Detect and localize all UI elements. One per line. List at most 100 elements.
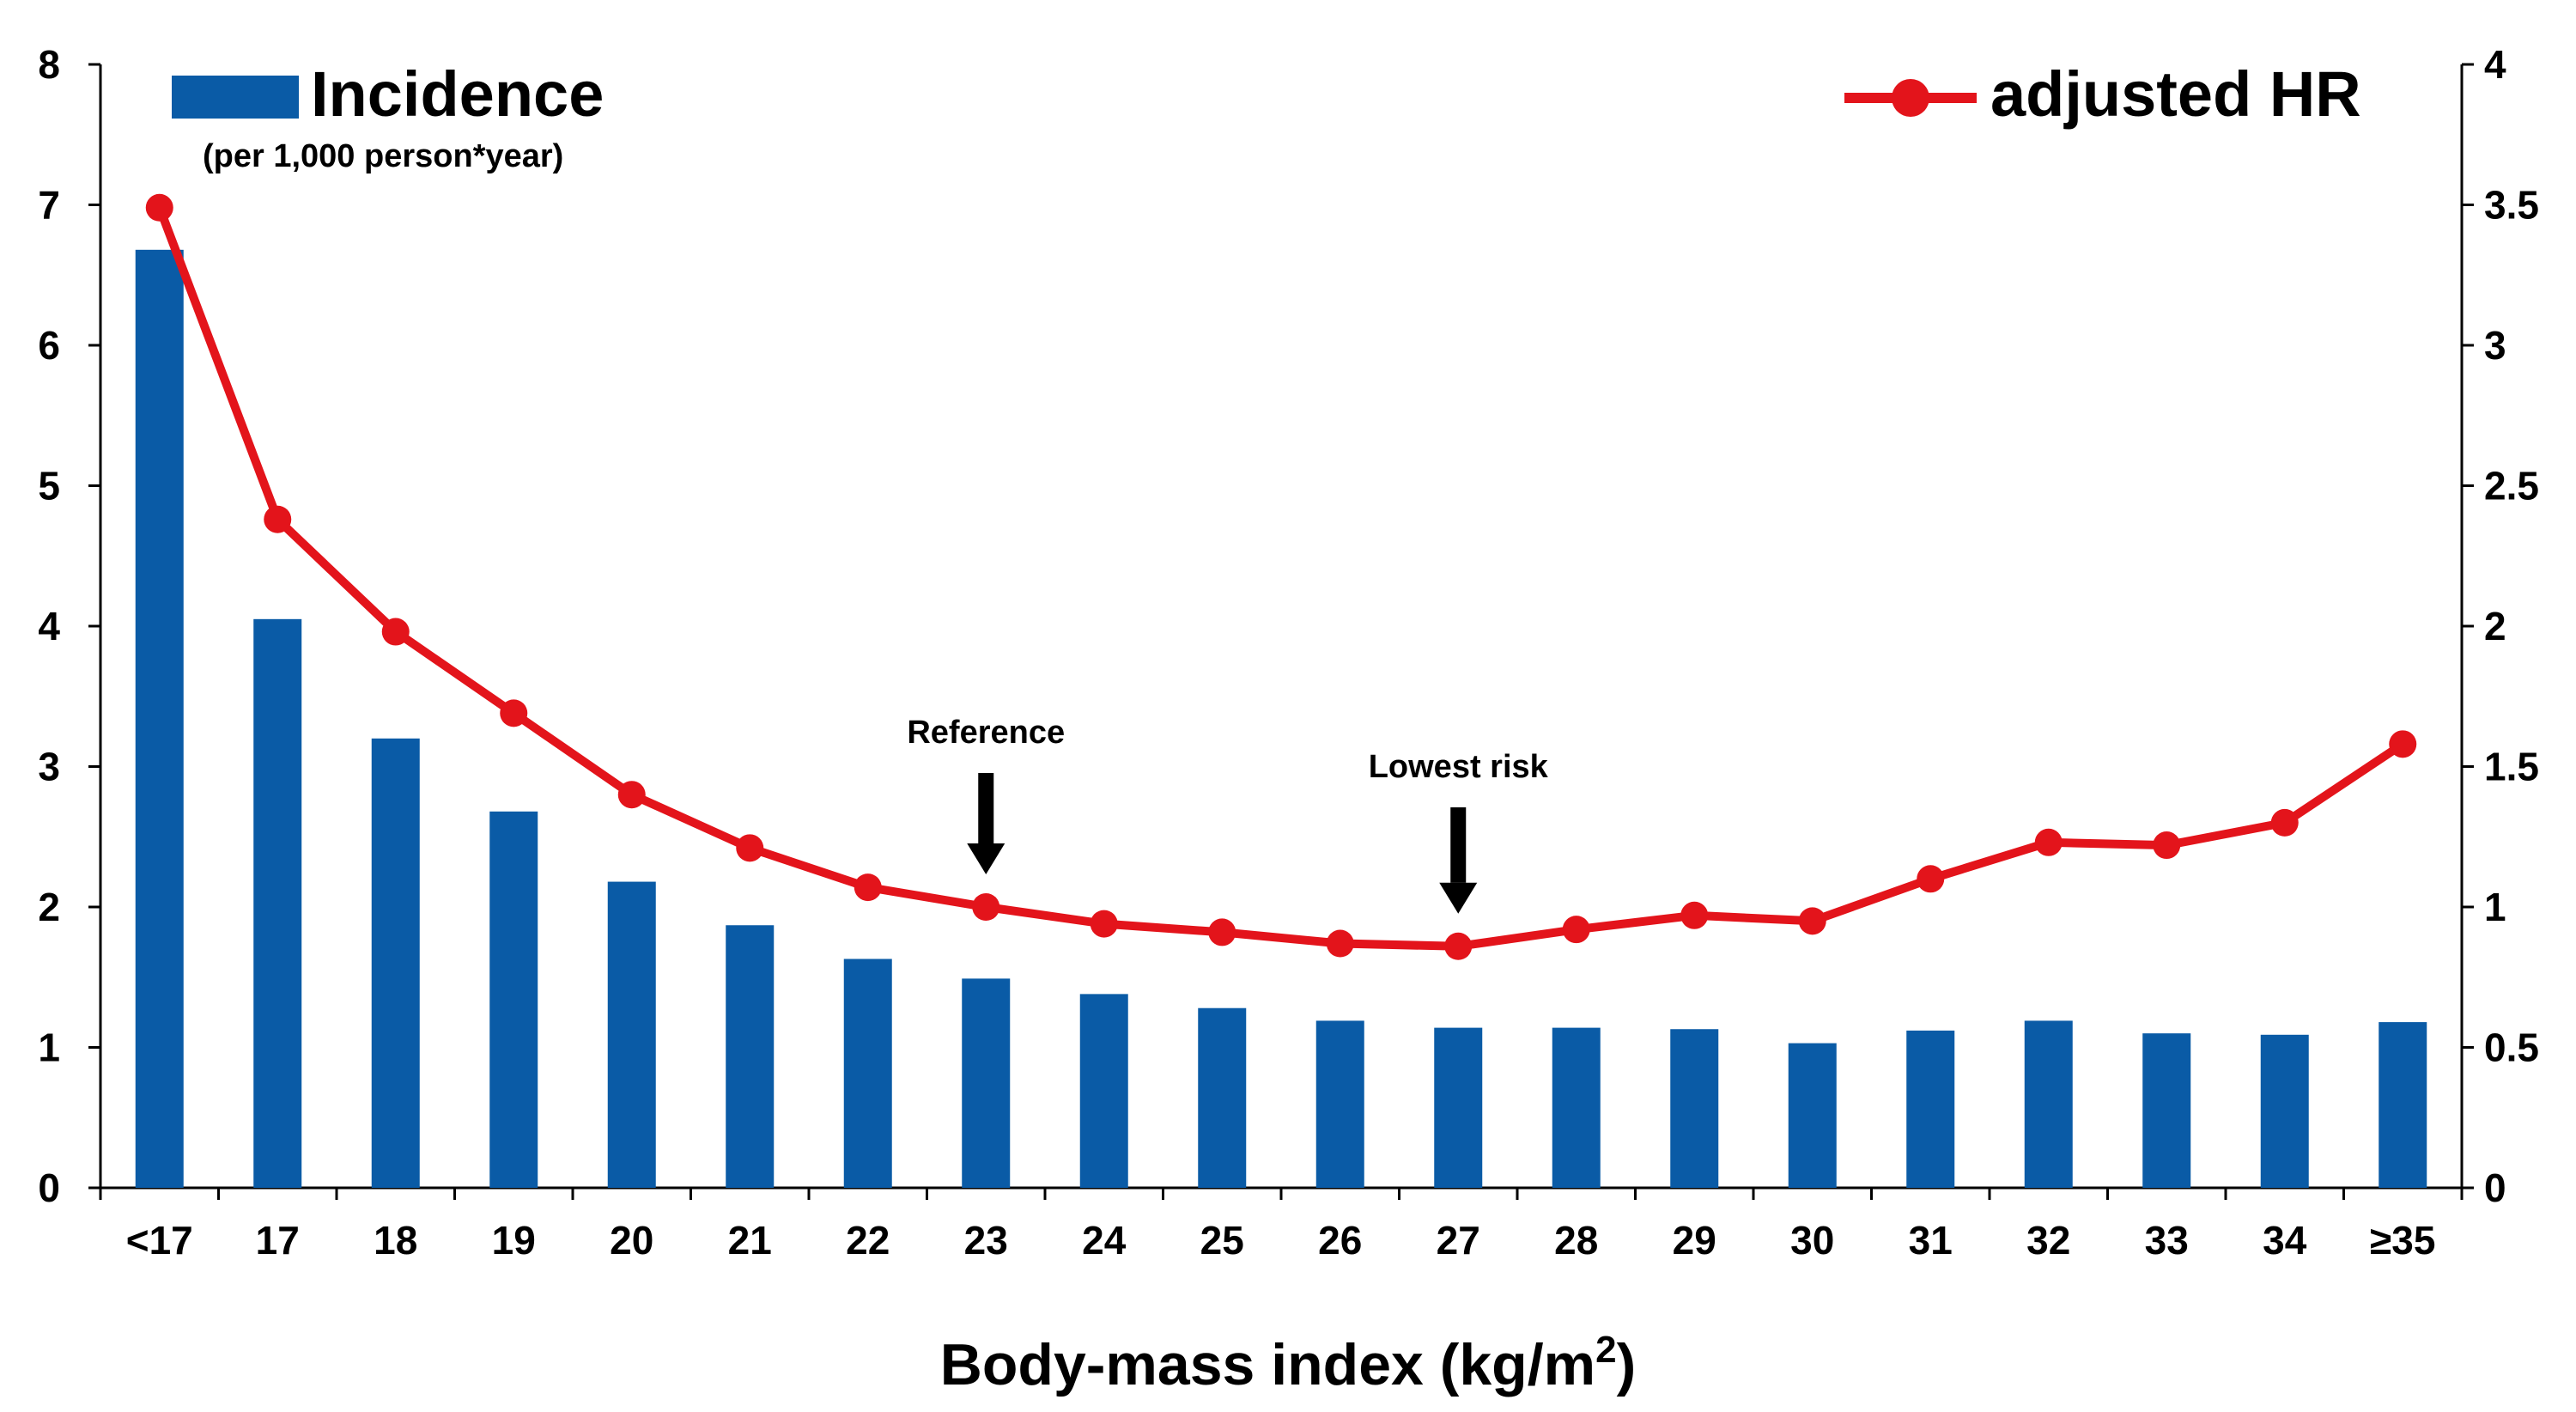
x-category-label: 25 (1200, 1218, 1244, 1263)
annotation-label: Lowest risk (1369, 749, 1549, 785)
adjusted-hr-point (1562, 916, 1590, 944)
x-category-label: 31 (1909, 1218, 1953, 1263)
adjusted-hr-point (1680, 901, 1709, 929)
x-category-label: 24 (1082, 1218, 1127, 1263)
x-category-label: 20 (610, 1218, 653, 1263)
x-category-label: 33 (2145, 1218, 2189, 1263)
legend-incidence-sublabel: (per 1,000 person*year) (203, 138, 563, 174)
legend-incidence-label: Incidence (311, 58, 604, 130)
right-y-tick-label: 3 (2484, 323, 2506, 368)
incidence-bar (2024, 1020, 2073, 1188)
incidence-bar (607, 881, 656, 1188)
x-category-label: 19 (492, 1218, 536, 1263)
down-arrow-icon (978, 773, 994, 843)
adjusted-hr-point (2389, 730, 2417, 758)
left-y-tick-label: 2 (38, 885, 60, 929)
incidence-bar (1315, 1020, 1364, 1188)
legend-incidence-swatch (172, 76, 299, 119)
left-y-tick-label: 5 (38, 464, 60, 508)
adjusted-hr-point (381, 618, 410, 646)
right-y-tick-label: 1.5 (2484, 745, 2539, 789)
adjusted-hr-point (264, 505, 292, 533)
x-category-label: 21 (728, 1218, 772, 1263)
right-y-tick-label: 0 (2484, 1166, 2506, 1210)
legend-incidence: Incidence (per 1,000 person*year) (172, 58, 604, 174)
right-y-tick-label: 4 (2484, 42, 2506, 87)
x-category-label: 34 (2263, 1218, 2307, 1263)
adjusted-hr-point (617, 781, 646, 809)
incidence-bar (1552, 1027, 1601, 1188)
adjusted-hr-point (1208, 918, 1236, 946)
annotation-layer: Reference Lowest risk (907, 715, 1549, 914)
left-y-tick-label: 1 (38, 1026, 60, 1070)
adjusted-hr-point (854, 873, 882, 902)
adjusted-hr-point (1326, 929, 1354, 958)
x-category-label: 26 (1318, 1218, 1362, 1263)
adjusted-hr-point (1444, 932, 1473, 960)
x-axis-title-superscript: 2 (1595, 1329, 1616, 1371)
left-y-tick-label: 0 (38, 1166, 60, 1210)
x-axis-title-main: Body-mass index (kg/m (940, 1332, 1595, 1397)
incidence-bar (489, 811, 538, 1188)
down-arrow-head-icon (1439, 882, 1478, 914)
x-category-label: 32 (2026, 1218, 2070, 1263)
x-category-label: 18 (374, 1218, 417, 1263)
left-y-tick-label: 7 (38, 183, 60, 228)
incidence-bar (1079, 994, 1128, 1188)
line-layer (145, 193, 2417, 960)
incidence-bar (726, 925, 775, 1188)
x-category-label: 28 (1554, 1218, 1598, 1263)
left-y-tick-label: 6 (38, 323, 60, 368)
incidence-bar (1434, 1027, 1483, 1188)
right-y-tick-label: 0.5 (2484, 1026, 2539, 1070)
right-y-tick-label: 2 (2484, 604, 2506, 648)
adjusted-hr-point (145, 193, 173, 222)
incidence-bar (1906, 1030, 1955, 1188)
right-y-tick-label: 2.5 (2484, 464, 2539, 508)
incidence-bar (962, 978, 1011, 1188)
x-category-label: 22 (846, 1218, 890, 1263)
incidence-bar (135, 249, 184, 1188)
adjusted-hr-point (736, 834, 764, 862)
down-arrow-head-icon (967, 843, 1005, 874)
legend-hr-label: adjusted HR (1990, 58, 2361, 130)
right-y-tick-label: 1 (2484, 885, 2506, 929)
left-y-tick-label: 4 (38, 604, 60, 648)
left-y-tick-label: 8 (38, 42, 60, 87)
bars-layer (135, 249, 2427, 1188)
incidence-bar (843, 959, 892, 1188)
adjusted-hr-point (500, 699, 528, 727)
adjusted-hr-point (2034, 828, 2063, 856)
incidence-bar (371, 738, 420, 1188)
x-category-label: 30 (1790, 1218, 1834, 1263)
x-category-label: 17 (256, 1218, 300, 1263)
left-y-tick-label: 3 (38, 745, 60, 789)
incidence-bar (2142, 1033, 2191, 1188)
legend-hr-marker (1892, 79, 1929, 117)
incidence-bar (253, 618, 302, 1188)
incidence-bar (1788, 1043, 1837, 1188)
x-axis-title: Body-mass index (kg/m2) (940, 1329, 1636, 1397)
legend-adjusted-hr: adjusted HR (1844, 58, 2361, 130)
incidence-bar (2379, 1022, 2427, 1188)
right-y-tick-label: 3.5 (2484, 183, 2539, 228)
x-category-label: 27 (1437, 1218, 1480, 1263)
adjusted-hr-point (1090, 910, 1118, 938)
adjusted-hr-line (155, 203, 2408, 951)
down-arrow-icon (1450, 807, 1467, 883)
annotation-label: Reference (907, 715, 1065, 751)
adjusted-hr-point (1917, 865, 1945, 893)
incidence-bar (1198, 1007, 1247, 1188)
x-category-label: ≥35 (2370, 1218, 2435, 1263)
incidence-bar (2260, 1034, 2309, 1188)
adjusted-hr-point (1798, 907, 1826, 935)
adjusted-hr-point (972, 893, 1000, 921)
x-axis-title-end: ) (1617, 1332, 1637, 1397)
adjusted-hr-point (2270, 808, 2299, 837)
x-category-label: 29 (1673, 1218, 1716, 1263)
adjusted-hr-point (2153, 831, 2181, 860)
x-category-label: <17 (126, 1218, 193, 1263)
